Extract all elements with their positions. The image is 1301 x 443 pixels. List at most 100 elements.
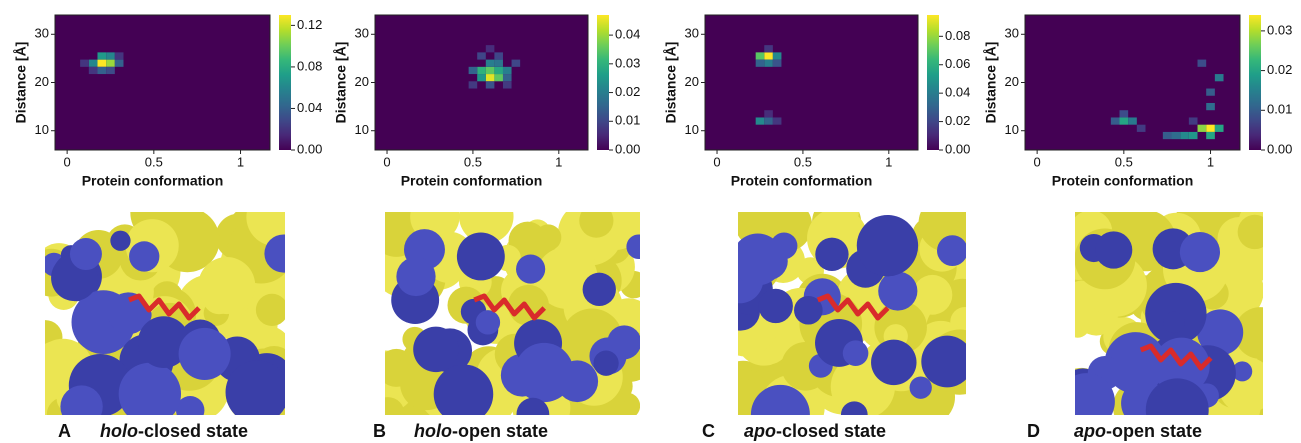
surface-blue — [856, 214, 919, 277]
surface-yellow — [1237, 214, 1263, 250]
surface-blue — [1145, 378, 1209, 415]
surface-yellow — [255, 293, 285, 326]
heatmap-cell — [88, 66, 98, 75]
surface-blue — [175, 396, 205, 415]
colorbar-tick-label: 0.04 — [297, 100, 322, 115]
heatmap-cell — [468, 66, 478, 75]
y-tick-label: 30 — [355, 26, 369, 41]
x-tick-label: 0 — [713, 154, 720, 169]
x-tick-label: 0 — [1034, 154, 1041, 169]
heatmap-cell — [114, 59, 124, 67]
heatmap-cell — [1110, 117, 1120, 125]
heatmap-cell — [772, 117, 782, 125]
panel-letter: A — [58, 421, 71, 441]
ligand — [1139, 343, 1213, 371]
colorbar — [1249, 15, 1261, 150]
panel-caption: apo-closed state — [744, 421, 886, 441]
ligand — [473, 293, 547, 321]
y-tick-label: 10 — [685, 122, 699, 137]
surface-blue — [582, 272, 616, 307]
plot-background — [375, 15, 588, 150]
heatmap-cell — [1214, 124, 1224, 132]
surface-blue — [1095, 231, 1133, 269]
x-tick-label: 0 — [64, 154, 71, 169]
surface-blue — [475, 310, 501, 335]
heatmap-cell — [511, 59, 521, 67]
molecule-rendering — [45, 212, 285, 415]
x-tick-label: 0.5 — [464, 154, 482, 169]
heatmap-cell — [1188, 117, 1198, 125]
heatmap-cell — [106, 59, 115, 67]
heatmap-cell — [755, 117, 765, 125]
surface-blue — [107, 292, 150, 335]
colorbar-tick-label: 0.02 — [615, 84, 640, 99]
molecule-rendering — [385, 212, 640, 415]
surface-blue — [842, 340, 869, 367]
heatmap-cell — [485, 45, 495, 53]
heatmap-cell — [1214, 74, 1224, 82]
surface-blue — [921, 335, 966, 388]
colorbar-tick-label: 0.01 — [1267, 102, 1292, 117]
panel-caption: holo-closed state — [100, 421, 248, 441]
heatmap-cell — [114, 52, 124, 60]
surface-blue — [626, 234, 640, 260]
caption-rest: -closed state — [138, 421, 248, 441]
panel-letter: D — [1027, 421, 1040, 441]
x-tick-label: 0.5 — [794, 154, 812, 169]
y-tick-label: 30 — [35, 26, 49, 41]
y-tick-label: 10 — [1005, 122, 1019, 137]
colorbar-tick-label: 0.02 — [945, 113, 970, 128]
x-tick-label: 1 — [237, 154, 244, 169]
surface-blue — [129, 241, 160, 272]
panel-letter: C — [702, 421, 715, 441]
ligand — [816, 293, 890, 321]
heatmap-cell — [485, 74, 495, 82]
surface-blue — [118, 362, 182, 415]
surface-blue — [840, 401, 868, 415]
surface-blue — [69, 238, 102, 271]
heatmap-cell — [477, 52, 486, 60]
ligand — [128, 293, 201, 321]
y-tick-label: 20 — [1005, 74, 1019, 89]
y-tick-label: 10 — [35, 122, 49, 137]
panel-letter: B — [373, 421, 386, 441]
heatmap-cell — [494, 52, 503, 60]
heatmap-cell — [477, 74, 486, 82]
heatmap-cell — [485, 66, 495, 75]
y-tick-label: 20 — [685, 74, 699, 89]
surface-yellow — [1075, 280, 1099, 314]
x-axis-label: Protein conformation — [401, 173, 543, 189]
surface-blue — [770, 232, 798, 260]
surface-blue — [433, 364, 494, 415]
heatmap-cell — [764, 52, 773, 60]
heatmap-cell — [772, 52, 782, 60]
surface-yellow — [385, 397, 405, 415]
surface-yellow — [1234, 307, 1263, 359]
heatmap-cell — [468, 81, 478, 89]
x-tick-label: 1 — [555, 154, 562, 169]
heatmap-cell — [764, 117, 773, 125]
colorbar-tick-label: 0.04 — [615, 27, 640, 42]
surface-blue — [909, 376, 932, 399]
surface-blue — [456, 232, 505, 281]
colorbar-tick-label: 0.04 — [945, 85, 970, 100]
colorbar — [927, 15, 939, 150]
heatmap-cell — [1171, 131, 1181, 140]
heatmap-cell — [764, 59, 773, 67]
heatmap-cell — [772, 59, 782, 67]
surface-blue — [758, 288, 793, 324]
caption-rest: -open state — [452, 421, 548, 441]
heatmap-cell — [1188, 131, 1198, 140]
heatmap-cell — [97, 59, 107, 67]
surface-blue — [514, 342, 574, 403]
colorbar — [597, 15, 609, 150]
colorbar — [279, 15, 291, 150]
colorbar-tick-label: 0.12 — [297, 17, 322, 32]
caption-italic: holo — [414, 421, 452, 441]
heatmap-cell — [477, 66, 486, 75]
x-tick-label: 1 — [1207, 154, 1214, 169]
surface-blue — [225, 360, 285, 415]
surface-blue — [593, 350, 619, 376]
colorbar-tick-label: 0.06 — [945, 56, 970, 71]
